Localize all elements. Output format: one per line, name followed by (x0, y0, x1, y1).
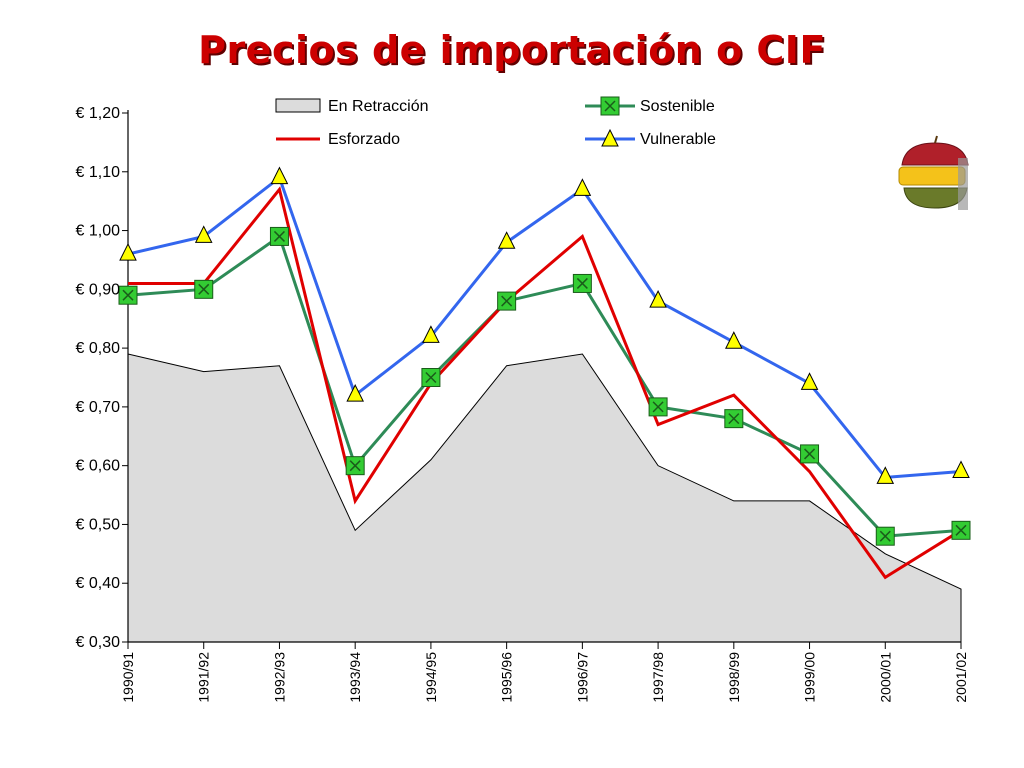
marker-vulnerable (573, 178, 592, 196)
legend: En Retracción Sostenible Esforzado Vulnerab… (275, 96, 716, 148)
marker-vulnerable (649, 289, 667, 308)
marker-sostenible (194, 279, 214, 299)
series-line-sostenible (127, 234, 962, 538)
x-tick-label: 1995/96 (499, 652, 515, 703)
x-tick-label: 2000/01 (877, 652, 893, 703)
apple-stem (934, 135, 938, 144)
marker-sostenible (875, 526, 895, 546)
x-tick-label: 1993/94 (347, 652, 363, 703)
square-marker-cross (501, 295, 513, 307)
series-lines (127, 175, 962, 580)
marker-vulnerable (800, 372, 819, 390)
area-en-retraccion (127, 353, 962, 643)
x-tick-label: 1999/00 (802, 652, 818, 703)
marker-sostenible (269, 226, 289, 246)
lemon-slice (898, 166, 966, 186)
slice-shadow (958, 158, 968, 210)
legend-marker-sostenible (600, 96, 620, 116)
marker-vulnerable (119, 242, 137, 261)
x-tick-label: 1998/99 (726, 652, 742, 703)
square-marker-cross (122, 289, 134, 301)
marker-sostenible (800, 444, 820, 464)
x-tick-label: 1990/91 (120, 652, 136, 703)
marker-vulnerable (952, 460, 970, 479)
legend-marker-vulnerable (601, 128, 619, 147)
x-tick-label: 1994/95 (423, 652, 439, 703)
square-marker-cross (955, 524, 967, 536)
y-tick-label: € 0,90 (76, 281, 121, 298)
y-tick-label: € 0,80 (76, 340, 121, 357)
square-marker-cross (652, 401, 664, 413)
square-marker-cross (273, 230, 285, 242)
marker-vulnerable (422, 325, 440, 343)
square-marker-cross (604, 100, 616, 112)
marker-sostenible (951, 520, 971, 540)
square-marker-cross (804, 448, 816, 460)
y-tick-label: € 1,10 (76, 164, 121, 181)
x-tick-label: 1991/92 (196, 652, 212, 703)
apple-bottom-slice (903, 187, 968, 209)
marker-sostenible (345, 456, 365, 476)
y-tick-label: € 0,70 (76, 399, 121, 416)
marker-sostenible (497, 291, 517, 311)
marker-sostenible (572, 273, 592, 293)
marker-sostenible (724, 409, 744, 429)
series-markers (118, 166, 971, 546)
legend-label: Esforzado (328, 131, 400, 148)
marker-sostenible (421, 368, 441, 387)
fruit-stack-icon (898, 135, 969, 210)
legend-label: En Retracción (328, 98, 429, 115)
square-marker-cross (425, 371, 437, 384)
marker-vulnerable (346, 384, 364, 402)
area-layer (127, 353, 962, 643)
legend-swatch-en-retraccion (275, 98, 321, 113)
tick-labels: € 1,20 € 1,10 € 1,00 € 0,90 € 0,80 € 0,70 € 0,… (76, 105, 969, 703)
y-tick-label: € 1,20 (76, 105, 121, 122)
marker-vulnerable (194, 225, 213, 243)
y-tick-label: € 0,50 (76, 516, 121, 533)
x-tick-label: 1997/98 (650, 652, 666, 703)
square-marker-cross (728, 413, 740, 425)
marker-vulnerable (876, 466, 895, 484)
square-marker-cross (198, 283, 210, 295)
y-tick-label: € 0,60 (76, 458, 121, 475)
square-marker-cross (879, 530, 891, 542)
square-marker-cross (576, 277, 588, 289)
x-tick-label: 1992/93 (271, 652, 287, 703)
y-tick-label: € 1,00 (76, 223, 121, 240)
legend-label: Sostenible (640, 98, 715, 115)
square-marker-cross (349, 460, 361, 472)
y-tick-label: € 0,40 (76, 575, 121, 592)
x-tick-label: 2001/02 (953, 652, 969, 703)
series-line-esforzado (128, 186, 962, 580)
marker-vulnerable (497, 231, 516, 249)
x-tick-label: 1996/97 (574, 652, 590, 703)
marker-vulnerable (725, 331, 743, 349)
axes (122, 110, 962, 649)
y-tick-label: € 0,30 (76, 634, 121, 651)
marker-sostenible (648, 397, 668, 417)
legend-label: Vulnerable (640, 131, 716, 148)
marker-sostenible (118, 285, 138, 305)
marker-vulnerable (270, 166, 289, 185)
series-line-vulnerable (127, 175, 962, 479)
page-title: Precios de importación o CIF (198, 28, 826, 72)
